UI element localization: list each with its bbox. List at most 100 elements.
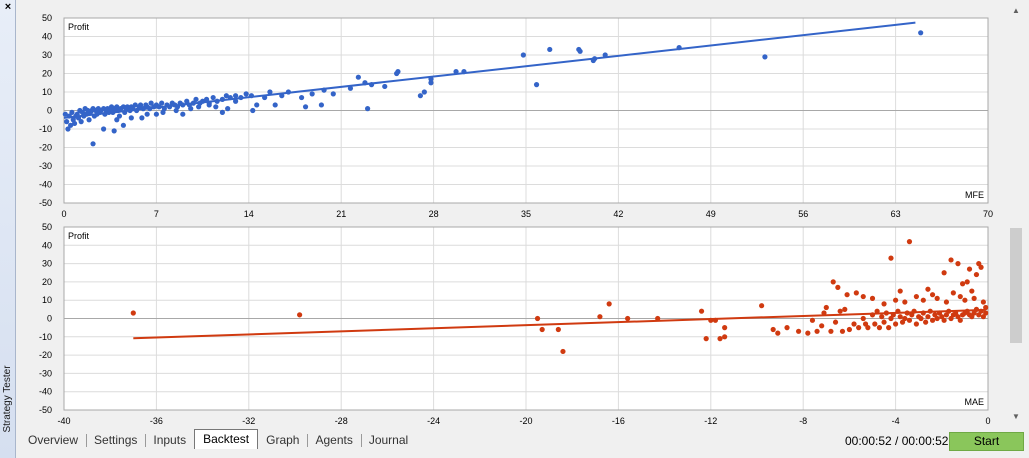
y-tick-label: -10 bbox=[39, 124, 52, 134]
data-point bbox=[180, 111, 186, 117]
data-point bbox=[717, 336, 723, 342]
data-point bbox=[250, 107, 256, 114]
tester-tab-bar: Overview Settings Inputs Backtest Graph … bbox=[16, 428, 1029, 458]
tab-inputs[interactable]: Inputs bbox=[145, 431, 194, 449]
y-tick-label: 0 bbox=[47, 106, 52, 116]
data-point bbox=[597, 314, 603, 320]
start-button[interactable]: Start bbox=[949, 432, 1024, 451]
data-point bbox=[821, 310, 827, 316]
trend-line bbox=[63, 21, 916, 119]
data-point bbox=[417, 93, 423, 99]
tab-graph[interactable]: Graph bbox=[266, 433, 300, 447]
data-point bbox=[297, 312, 303, 318]
data-point bbox=[461, 69, 467, 75]
data-point bbox=[969, 288, 975, 294]
data-point bbox=[428, 80, 434, 86]
data-point bbox=[140, 106, 146, 112]
y-tick-label: 30 bbox=[42, 50, 52, 60]
y-tick-label: 40 bbox=[42, 240, 52, 250]
data-point bbox=[897, 314, 903, 320]
data-point bbox=[114, 117, 120, 123]
data-point bbox=[844, 292, 850, 298]
x-tick-label: 42 bbox=[613, 209, 623, 219]
data-point bbox=[382, 83, 388, 90]
data-point bbox=[225, 106, 231, 112]
data-point bbox=[823, 304, 829, 311]
backtest-charts: 0 7 14 21 28 35 42 49 56 63 70 50 40 30 20 10 0 -10 -20 -30… bbox=[39, 13, 993, 426]
data-point bbox=[872, 321, 878, 327]
data-point bbox=[879, 314, 885, 320]
data-point bbox=[302, 104, 309, 110]
data-point bbox=[547, 46, 553, 53]
data-point bbox=[365, 106, 371, 112]
data-point bbox=[272, 102, 278, 108]
data-point bbox=[318, 102, 324, 108]
x-tick-label: -4 bbox=[892, 416, 900, 426]
data-point bbox=[90, 141, 96, 147]
y-tick-label: 20 bbox=[42, 277, 52, 287]
data-point bbox=[893, 297, 899, 303]
data-point bbox=[851, 321, 857, 327]
data-point bbox=[330, 91, 336, 97]
data-point bbox=[66, 113, 72, 119]
data-point bbox=[869, 312, 876, 318]
tab-overview[interactable]: Overview bbox=[28, 433, 79, 447]
x-tick-label: -40 bbox=[57, 416, 70, 426]
scroll-thumb[interactable] bbox=[1010, 228, 1022, 343]
data-point bbox=[906, 317, 913, 323]
close-icon[interactable]: × bbox=[4, 1, 12, 13]
data-point bbox=[795, 328, 802, 334]
y-tick-label: 30 bbox=[42, 259, 52, 269]
data-point bbox=[983, 310, 989, 316]
data-point bbox=[837, 308, 843, 314]
trend-line bbox=[133, 308, 986, 340]
data-point bbox=[299, 94, 305, 101]
data-point bbox=[243, 91, 249, 97]
data-point bbox=[893, 321, 899, 327]
data-point bbox=[539, 326, 545, 333]
tab-backtest[interactable]: Backtest bbox=[194, 429, 259, 449]
x-tick-label: 35 bbox=[521, 209, 531, 219]
chart-mfe: 0 7 14 21 28 35 42 49 56 63 70 50 40 30 20 10 0 -10 -20 -30… bbox=[39, 13, 993, 219]
data-point bbox=[196, 104, 202, 110]
data-point bbox=[560, 348, 566, 355]
data-point bbox=[983, 304, 989, 311]
data-point bbox=[925, 314, 931, 320]
data-point bbox=[860, 315, 866, 322]
data-point bbox=[602, 52, 608, 58]
data-point bbox=[116, 113, 123, 119]
tab-journal[interactable]: Journal bbox=[360, 431, 416, 449]
data-point bbox=[955, 261, 961, 267]
data-point bbox=[606, 301, 612, 307]
y-tick-label: 50 bbox=[42, 13, 52, 23]
tab-agents[interactable]: Agents bbox=[307, 431, 360, 449]
data-point bbox=[428, 76, 434, 82]
x-tick-label: -32 bbox=[242, 416, 255, 426]
data-point bbox=[904, 310, 910, 316]
data-point bbox=[941, 270, 947, 276]
data-point bbox=[698, 308, 705, 314]
data-point bbox=[828, 328, 834, 334]
data-point bbox=[214, 98, 220, 104]
vertical-scrollbar[interactable]: ▲ ▼ bbox=[1007, 3, 1025, 425]
data-point bbox=[809, 317, 816, 323]
data-point bbox=[853, 290, 859, 296]
data-point bbox=[980, 299, 986, 305]
tab-settings[interactable]: Settings bbox=[86, 431, 145, 449]
strategy-tester-label: Strategy Tester bbox=[2, 365, 13, 433]
x-tick-label: 70 bbox=[983, 209, 993, 219]
data-point bbox=[881, 301, 887, 307]
scroll-down-arrow-icon[interactable]: ▼ bbox=[1012, 412, 1020, 421]
scroll-up-arrow-icon[interactable]: ▲ bbox=[1012, 6, 1020, 15]
x-tick-label: -24 bbox=[427, 416, 440, 426]
data-point bbox=[227, 94, 233, 101]
data-point bbox=[978, 308, 984, 314]
data-point bbox=[137, 102, 144, 108]
data-point bbox=[577, 48, 583, 54]
data-point bbox=[285, 89, 291, 95]
data-point bbox=[959, 281, 966, 287]
x-tick-label: -8 bbox=[799, 416, 807, 426]
x-tick-label: -36 bbox=[150, 416, 163, 426]
data-point bbox=[775, 330, 781, 336]
data-point bbox=[925, 286, 931, 292]
